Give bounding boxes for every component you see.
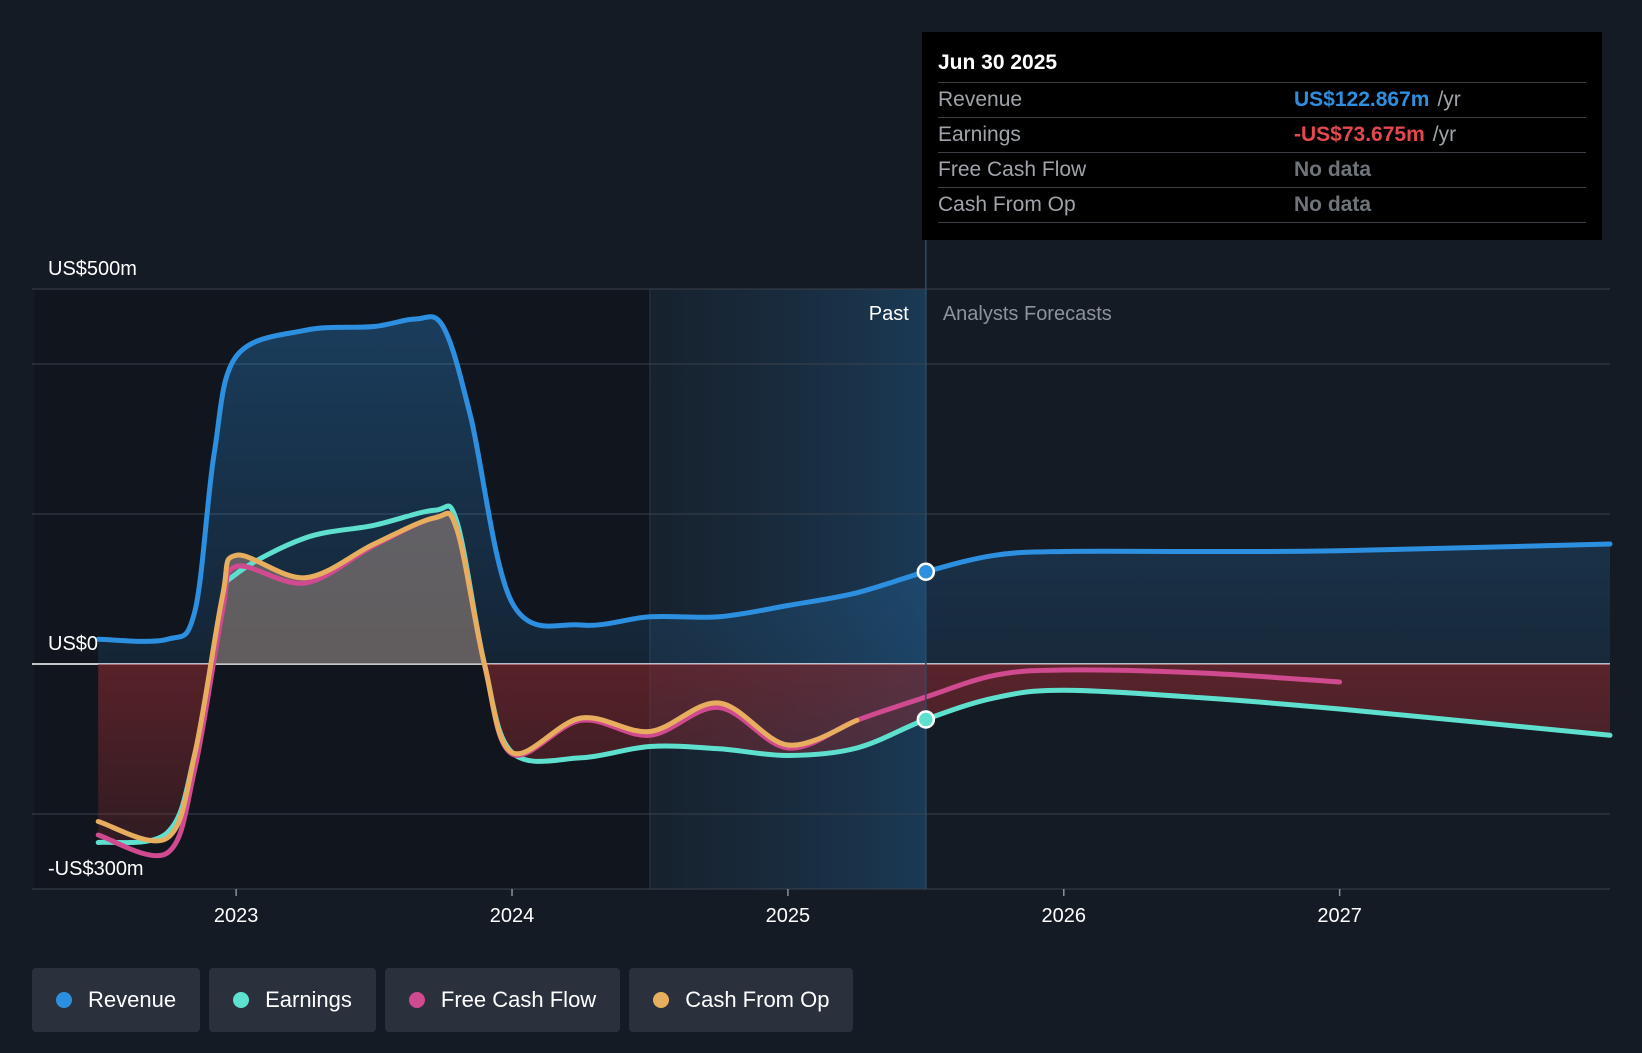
revenue-dot-icon <box>56 992 72 1008</box>
tooltip-value: No data <box>1294 193 1372 216</box>
tooltip-label: Earnings <box>938 123 1021 146</box>
x-axis-tick-label: 2024 <box>490 905 535 927</box>
tooltip-label: Revenue <box>938 88 1023 111</box>
earnings-marker <box>916 710 936 729</box>
x-axis-tick-label: 2026 <box>1042 905 1087 927</box>
y-axis-label: -US$300m <box>48 858 144 880</box>
tooltip-value: US$122.867m <box>1294 88 1430 111</box>
earnings-dot-icon <box>233 992 250 1008</box>
legend: Revenue Earnings Free Cash Flow Cash Fro… <box>32 968 854 1032</box>
x-axis-tick-label: 2027 <box>1317 905 1362 927</box>
legend-label: Free Cash Flow <box>440 987 597 1012</box>
x-axis-tick-label: 2023 <box>214 905 259 927</box>
tooltip-unit: /yr <box>1432 123 1457 146</box>
tooltip-label: Free Cash Flow <box>938 158 1087 181</box>
revenue-area <box>98 316 1611 664</box>
legend-label: Cash From Op <box>685 987 830 1012</box>
tooltip-row-cash-from-op: Cash From Op No data <box>938 188 1586 223</box>
tooltip-label: Cash From Op <box>938 193 1076 216</box>
tooltip-unit: /yr <box>1437 88 1461 111</box>
free-cash-flow-dot-icon <box>408 992 425 1008</box>
cash-from-op-dot-icon <box>653 992 670 1008</box>
legend-item-free-cash-flow[interactable]: Free Cash Flow <box>384 968 621 1032</box>
tooltip-row-earnings: Earnings -US$73.675m /yr <box>938 118 1586 153</box>
earnings-negative-area <box>98 664 1610 843</box>
revenue-marker <box>916 562 936 581</box>
revenue-line <box>95 314 1613 644</box>
legend-item-cash-from-op[interactable]: Cash From Op <box>629 968 854 1032</box>
cash-from-op-line <box>95 510 860 844</box>
legend-item-revenue[interactable]: Revenue <box>32 968 201 1032</box>
y-axis-label: US$500m <box>48 258 137 280</box>
cash-from-op-positive-area <box>98 513 857 664</box>
past-label: Past <box>869 303 909 325</box>
legend-item-earnings[interactable]: Earnings <box>209 968 376 1032</box>
forecast-label: Analysts Forecasts <box>943 303 1112 325</box>
x-axis-tick-label: 2025 <box>766 905 811 927</box>
tooltip-row-revenue: Revenue US$122.867m /yr <box>938 83 1586 118</box>
legend-label: Revenue <box>88 987 177 1012</box>
tooltip-date: Jun 30 2025 <box>938 44 1586 83</box>
data-tooltip: Jun 30 2025 Revenue US$122.867m /yr Earn… <box>922 32 1602 240</box>
tooltip-row-free-cash-flow: Free Cash Flow No data <box>938 153 1586 188</box>
y-axis-label: US$0 <box>48 633 98 655</box>
tooltip-value: No data <box>1294 158 1372 181</box>
tooltip-value: -US$73.675m <box>1294 123 1425 146</box>
legend-label: Earnings <box>265 987 352 1012</box>
